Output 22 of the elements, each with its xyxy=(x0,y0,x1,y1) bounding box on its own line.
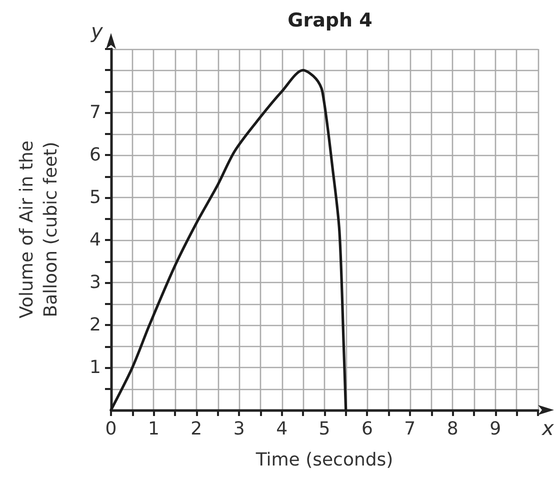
y-tick-label: 6 xyxy=(90,144,101,166)
x-tick-label: 1 xyxy=(148,418,160,440)
x-tick-label: 8 xyxy=(446,418,458,440)
y-tick-label: 1 xyxy=(90,357,101,378)
x-tick-label: 9 xyxy=(490,418,502,440)
x-tick-label: 0 xyxy=(105,418,117,440)
y-tick-label: 4 xyxy=(90,230,101,251)
x-tick-label: 4 xyxy=(276,418,288,440)
y-axis-title: Volume of Air in the Balloon (cubic feet) xyxy=(16,140,62,318)
x-tick-label: 3 xyxy=(233,418,245,440)
y-tick-label: 5 xyxy=(90,187,101,208)
x-tick-label: 6 xyxy=(361,418,373,440)
text: y xyxy=(90,19,104,43)
x-axis-title: Time (seconds) xyxy=(254,450,394,470)
x-tick-label: 2 xyxy=(190,418,202,440)
y-tick-label: 7 xyxy=(90,102,101,124)
text: x xyxy=(541,416,554,440)
y-tick-label: 3 xyxy=(90,272,101,294)
y-tick-label: 2 xyxy=(90,314,101,336)
x-tick-label: 5 xyxy=(318,418,330,440)
x-tick-label: 7 xyxy=(404,418,416,440)
chart-title: Graph 4 xyxy=(288,10,372,32)
